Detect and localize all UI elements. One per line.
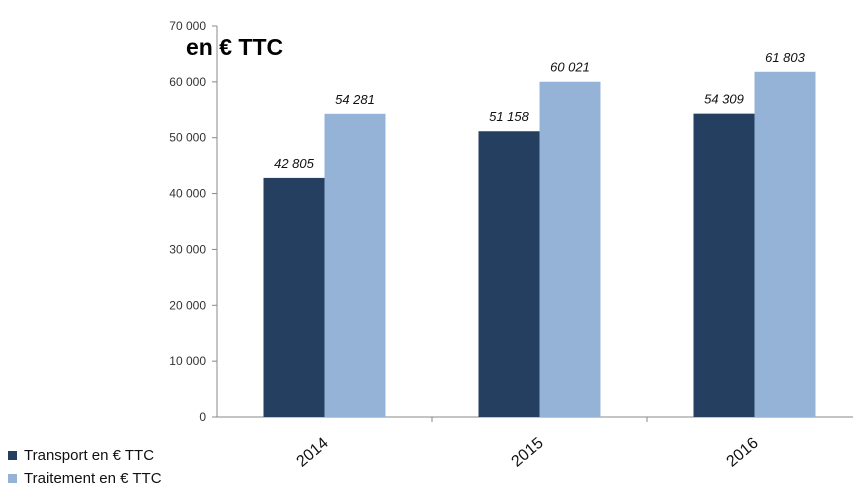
x-tick-label: 2016 — [724, 435, 762, 471]
legend-label-traitement: Traitement en € TTC — [24, 470, 162, 487]
data-label: 54 281 — [335, 92, 375, 107]
x-axis: 2014 2015 2016 — [217, 416, 853, 471]
data-label: 42 805 — [274, 156, 315, 171]
y-axis: 0 10 000 20 000 30 000 40 000 50 000 60 000 70 … — [169, 19, 218, 424]
x-tick-label: 2014 — [294, 435, 332, 471]
data-label: 54 309 — [704, 92, 744, 107]
legend-label-transport: Transport en € TTC — [24, 447, 155, 464]
y-tick-label: 20 000 — [169, 298, 206, 312]
y-tick-label: 40 000 — [169, 187, 206, 201]
legend: Transport en € TTC Traitement en € TTC — [8, 444, 162, 490]
data-labels: 42 805 54 281 51 158 60 021 54 309 61 803 — [274, 50, 806, 171]
bars — [263, 71, 816, 418]
bar — [263, 177, 325, 417]
bar — [693, 113, 755, 417]
data-label: 51 158 — [489, 109, 530, 124]
chart-unit-title: en € TTC — [186, 34, 283, 60]
legend-swatch-transport — [8, 451, 17, 460]
bar — [754, 71, 816, 417]
x-tick-label: 2015 — [509, 435, 547, 471]
legend-item-traitement: Traitement en € TTC — [8, 467, 162, 490]
y-tick-label: 50 000 — [169, 131, 206, 145]
y-tick-label: 70 000 — [169, 19, 206, 33]
bar — [539, 81, 601, 418]
data-label: 60 021 — [550, 60, 590, 75]
legend-item-transport: Transport en € TTC — [8, 444, 162, 467]
data-label: 61 803 — [765, 50, 806, 65]
y-tick-label: 10 000 — [169, 354, 206, 368]
y-tick-label: 30 000 — [169, 242, 206, 256]
y-tick-label: 60 000 — [169, 75, 206, 89]
bar — [324, 113, 386, 417]
y-tick-label: 0 — [199, 410, 206, 424]
legend-swatch-traitement — [8, 474, 17, 483]
bar — [478, 131, 540, 417]
